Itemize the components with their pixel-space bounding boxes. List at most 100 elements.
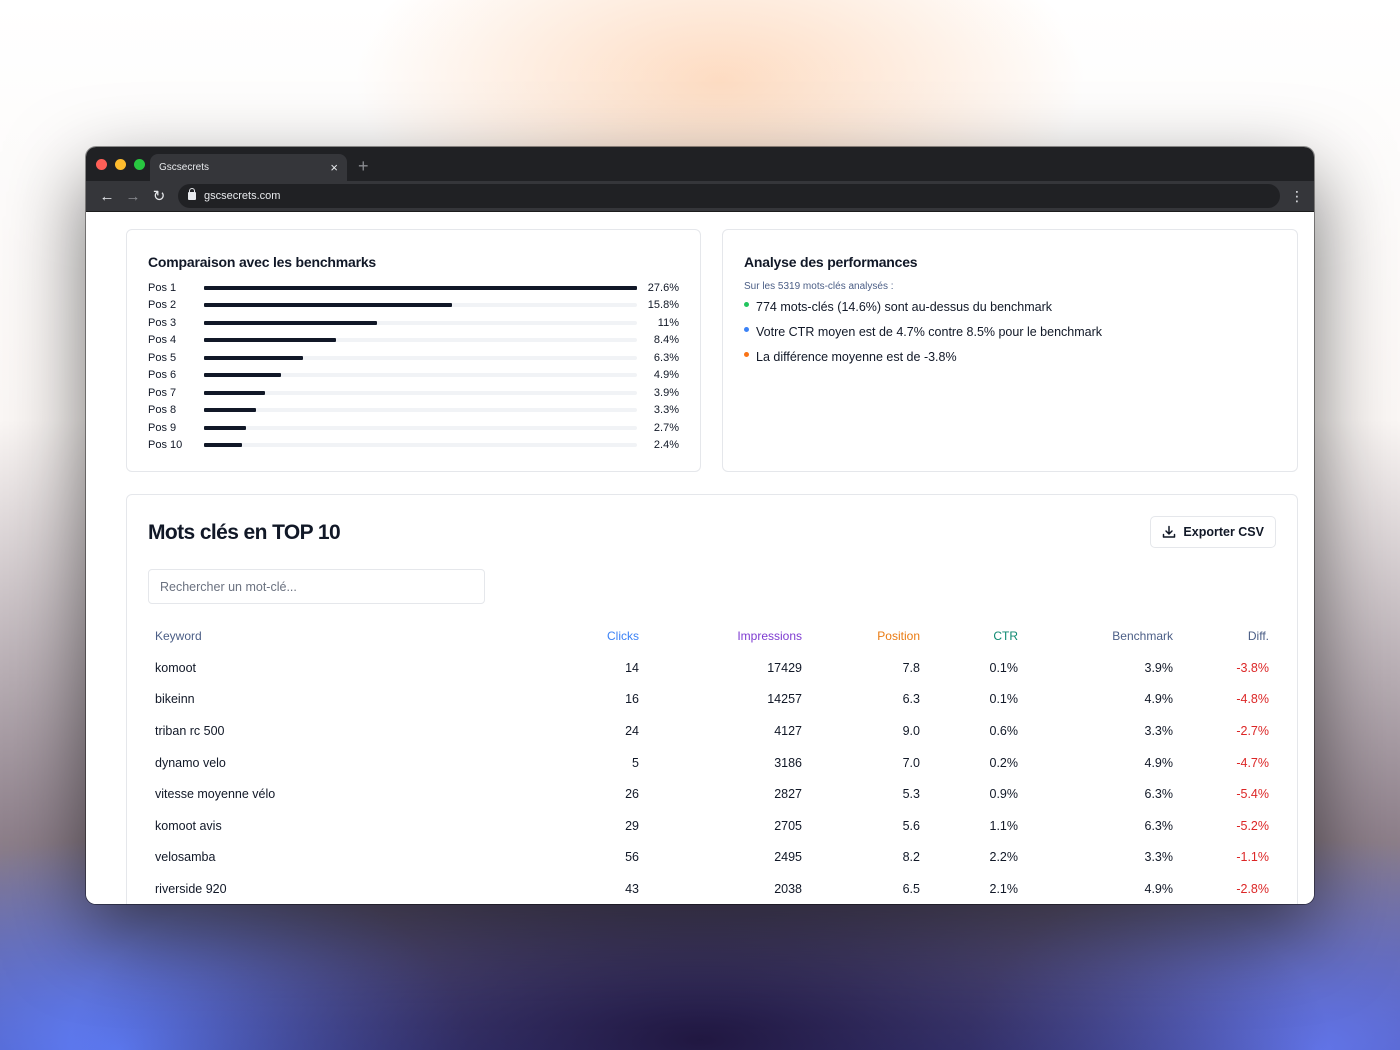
benchmark-row: Pos 5 6.3% [148, 349, 679, 367]
tab-close-icon[interactable]: × [330, 159, 338, 175]
table-row[interactable]: dynamo velo 5 3186 7.0 0.2% 4.9% -4.7% [148, 747, 1276, 779]
column-header-keyword[interactable]: Keyword [155, 629, 202, 643]
benchmark-row-label: Pos 7 [148, 386, 177, 399]
benchmark-row: Pos 2 15.8% [148, 297, 679, 315]
table-header-row: Keyword Clicks Impressions Position CTR Bench… [148, 620, 1276, 652]
forward-arrow-icon[interactable]: → [125, 187, 141, 205]
benchmark-row-value: 3.9% [653, 386, 679, 399]
browser-window: Gscsecrets × + ← → ↻ gscsecrets.com ⋮ Co… [86, 147, 1314, 904]
close-window-button[interactable] [96, 159, 107, 170]
column-header-impressions[interactable]: Impressions [737, 629, 802, 643]
benchmark-row-label: Pos 10 [148, 439, 183, 452]
cell-keyword: velosamba [155, 850, 216, 865]
cell-position: 7.0 [902, 755, 920, 770]
table-row[interactable]: komoot avis 29 2705 5.6 1.1% 6.3% -5.2% [148, 810, 1276, 842]
maximize-window-button[interactable] [134, 159, 145, 170]
cell-keyword: vitesse moyenne vélo [155, 787, 276, 802]
performance-item-text: 774 mots-clés (14.6%) sont au-dessus du … [756, 300, 1052, 314]
cell-ctr: 0.2% [989, 755, 1019, 770]
reload-icon[interactable]: ↻ [152, 188, 166, 205]
cell-diff: -1.1% [1236, 850, 1269, 865]
cell-position: 9.0 [902, 723, 920, 738]
bullet-dot-icon [744, 327, 749, 332]
benchmark-title: Comparaison avec les benchmarks [148, 254, 377, 270]
benchmark-row-value: 4.9% [653, 369, 679, 382]
benchmark-bar-track [204, 443, 637, 448]
cell-ctr: 0.9% [989, 787, 1019, 802]
cell-impressions: 14257 [767, 692, 802, 707]
performance-item: La différence moyenne est de -3.8% [744, 350, 1276, 375]
cell-position: 7.8 [902, 660, 920, 675]
column-header-position[interactable]: Position [877, 629, 920, 643]
benchmark-row-value: 8.4% [653, 334, 679, 347]
table-row[interactable]: bikeinn 16 14257 6.3 0.1% 4.9% -4.8% [148, 684, 1276, 716]
cell-diff: -5.2% [1236, 818, 1269, 833]
cell-position: 6.5 [902, 881, 920, 896]
benchmark-row-value: 27.6% [647, 281, 679, 294]
benchmark-bar-track [204, 408, 637, 413]
cell-position: 6.3 [902, 692, 920, 707]
benchmark-bar-track [204, 373, 637, 378]
keyword-search-input[interactable] [148, 569, 485, 604]
export-csv-button[interactable]: Exporter CSV [1150, 516, 1276, 548]
benchmark-card: Comparaison avec les benchmarks Pos 1 27.… [126, 229, 701, 472]
column-header-diff[interactable]: Diff. [1247, 629, 1269, 643]
performance-card: Analyse des performances Sur les 5319 mo… [722, 229, 1298, 472]
benchmark-row: Pos 10 2.4% [148, 437, 679, 455]
cell-diff: -3.8% [1236, 660, 1269, 675]
browser-tab[interactable]: Gscsecrets × [150, 154, 347, 181]
cell-clicks: 16 [625, 692, 639, 707]
cell-diff: -5.4% [1236, 787, 1269, 802]
cell-benchmark: 4.9% [1144, 755, 1174, 770]
browser-menu-icon[interactable]: ⋮ [1290, 187, 1304, 204]
column-header-ctr[interactable]: CTR [993, 629, 1018, 643]
benchmark-row-label: Pos 8 [148, 404, 177, 417]
benchmark-row-value: 11% [657, 316, 679, 329]
benchmark-bar-fill [204, 390, 266, 395]
cell-keyword: komoot [155, 660, 196, 675]
benchmark-bar-track [204, 425, 637, 430]
cell-benchmark: 4.9% [1144, 692, 1174, 707]
cell-position: 5.6 [902, 818, 920, 833]
column-header-clicks[interactable]: Clicks [607, 629, 639, 643]
table-row[interactable]: vitesse moyenne vélo 26 2827 5.3 0.9% 6.3% -5.… [148, 778, 1276, 810]
performance-title: Analyse des performances [744, 254, 918, 270]
cell-keyword: dynamo velo [155, 755, 226, 770]
lock-icon [188, 188, 196, 200]
new-tab-button[interactable]: + [358, 156, 369, 176]
benchmark-bar-fill [204, 338, 336, 343]
benchmark-row: Pos 8 3.3% [148, 402, 679, 420]
column-header-benchmark[interactable]: Benchmark [1112, 629, 1173, 643]
address-bar[interactable]: gscsecrets.com [178, 184, 1280, 208]
url-text: gscsecrets.com [204, 190, 281, 202]
cell-diff: -2.7% [1236, 723, 1269, 738]
table-row[interactable]: komoot 14 17429 7.8 0.1% 3.9% -3.8% [148, 652, 1276, 684]
cell-impressions: 2827 [774, 787, 802, 802]
benchmark-row: Pos 3 11% [148, 314, 679, 332]
benchmark-row-label: Pos 4 [148, 334, 177, 347]
benchmark-row: Pos 7 3.9% [148, 384, 679, 402]
minimize-window-button[interactable] [115, 159, 126, 170]
table-body: komoot 14 17429 7.8 0.1% 3.9% -3.8% bikeinn 16 14… [148, 652, 1276, 904]
download-icon [1163, 525, 1176, 538]
cell-ctr: 0.1% [989, 692, 1019, 707]
back-arrow-icon[interactable]: ← [99, 187, 115, 205]
performance-item-text: La différence moyenne est de -3.8% [756, 350, 957, 364]
cell-clicks: 5 [632, 755, 639, 770]
benchmark-bar-track [204, 285, 637, 290]
benchmark-row-value: 6.3% [653, 351, 679, 364]
cell-keyword: bikeinn [155, 692, 195, 707]
table-row[interactable]: triban rc 500 24 4127 9.0 0.6% 3.3% -2.7% [148, 715, 1276, 747]
benchmark-row: Pos 4 8.4% [148, 332, 679, 350]
browser-toolbar: ← → ↻ gscsecrets.com ⋮ [86, 181, 1314, 212]
benchmark-bar-fill [204, 355, 303, 360]
cell-clicks: 14 [625, 660, 639, 675]
table-row[interactable]: riverside 920 43 2038 6.5 2.1% 4.9% -2.8% [148, 873, 1276, 904]
table-row[interactable]: velosamba 56 2495 8.2 2.2% 3.3% -1.1% [148, 842, 1276, 874]
cell-clicks: 26 [625, 787, 639, 802]
cell-impressions: 2495 [774, 850, 802, 865]
performance-subtitle: Sur les 5319 mots-clés analysés : [744, 281, 894, 292]
benchmark-bar-track [204, 338, 637, 343]
cell-benchmark: 6.3% [1144, 787, 1174, 802]
bullet-dot-icon [744, 352, 749, 357]
